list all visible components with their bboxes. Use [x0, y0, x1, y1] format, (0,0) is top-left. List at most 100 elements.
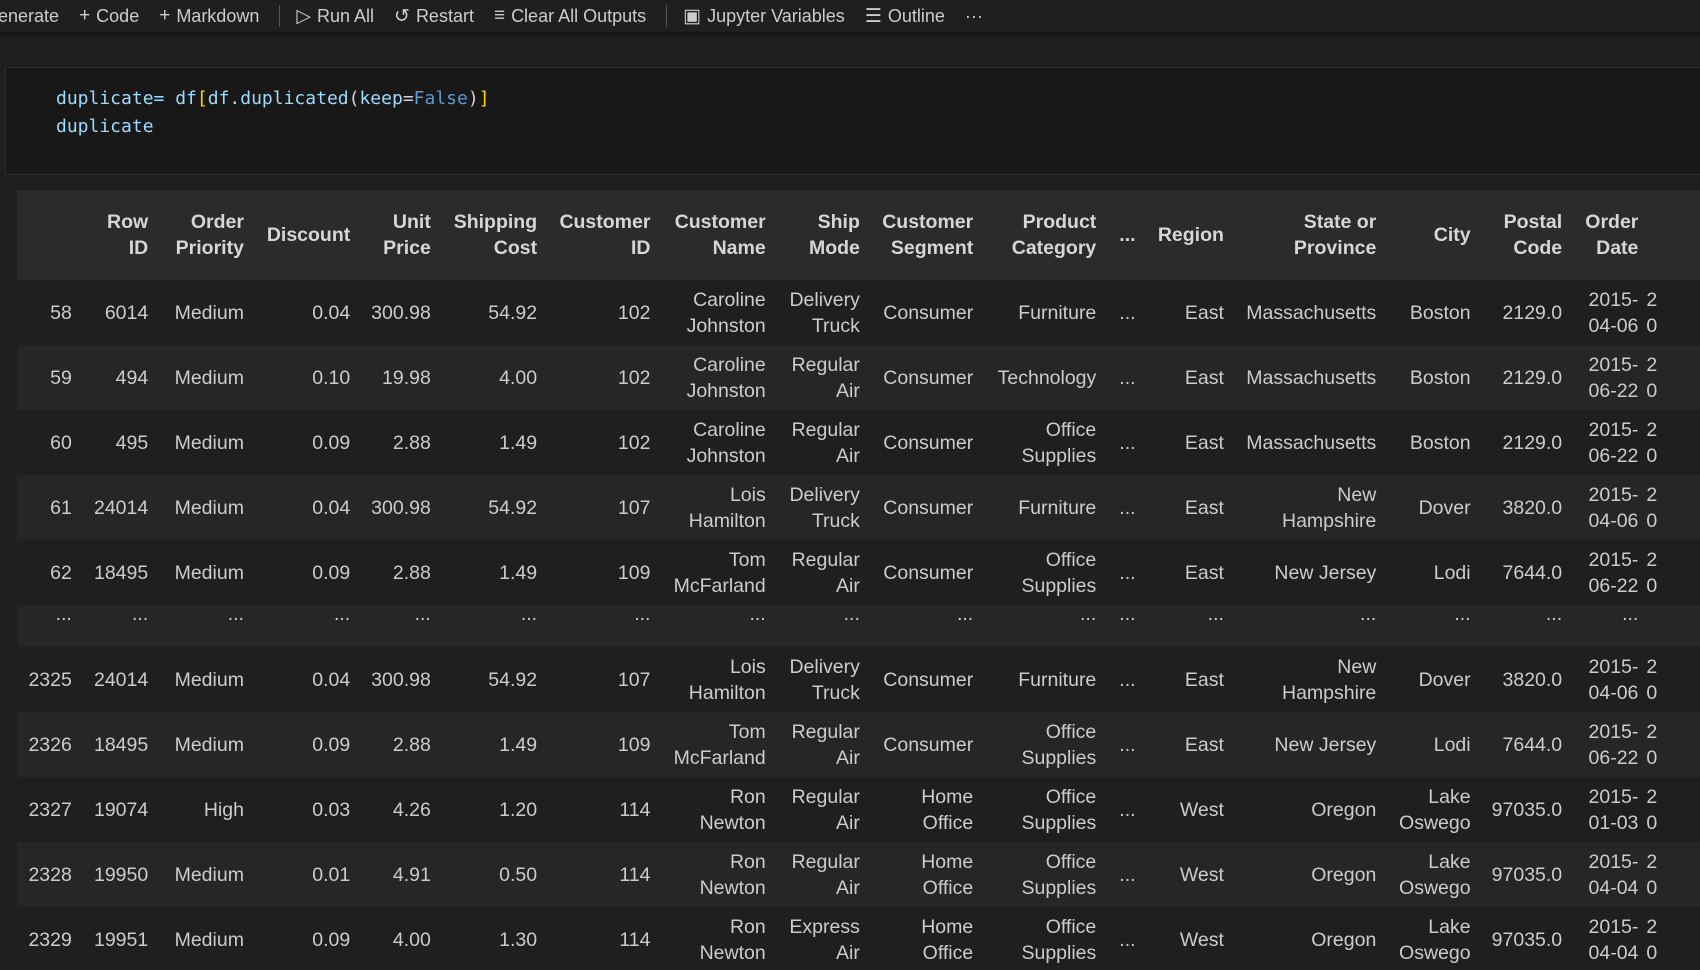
column-header: State or Province — [1231, 190, 1385, 280]
table-row: 2328 19950 Medium 0.01 4.91 0.50 114 Ron Newton… — [17, 842, 1700, 907]
table-row: 61 24014 Medium 0.04 300.98 54.92 107 Lois Hami… — [17, 475, 1700, 540]
table-cell: East — [1184, 561, 1224, 584]
table-cell: Consumer — [883, 733, 974, 756]
row-index: 62 — [50, 561, 72, 584]
add-markdown-button[interactable]: + Markdown — [159, 5, 259, 27]
restart-icon: ↺ — [394, 5, 410, 27]
table-row: 60 495 Medium 0.09 2.88 1.49 102 Caroline Johns… — [17, 410, 1700, 475]
column-header: Order Priority — [156, 190, 252, 280]
code-token: [ — [196, 88, 208, 109]
table-cell: ... — [1119, 928, 1136, 951]
code-token: ) — [467, 88, 479, 109]
table-cell: East — [1184, 668, 1224, 691]
add-code-button[interactable]: + Code — [79, 5, 139, 27]
table-cell: Regular Air — [791, 850, 860, 899]
table-cell: ... — [1119, 431, 1136, 454]
table-cell: 1.49 — [499, 561, 538, 584]
table-cell: Delivery Truck — [789, 483, 860, 532]
table-cell: 2015- 04-06 — [1588, 288, 1639, 337]
table-cell: 300.98 — [371, 496, 431, 519]
generate-button[interactable]: enerate — [0, 6, 59, 27]
table-cell: Office Supplies — [1021, 418, 1097, 467]
table-cell — [1646, 605, 1700, 647]
table-cell: 0.09 — [312, 733, 351, 756]
table-cell: 6014 — [104, 301, 149, 324]
table-cell: 2015- 04-04 — [1588, 915, 1639, 964]
column-header: Order Date — [1570, 190, 1647, 280]
table-cell: 7644.0 — [1502, 733, 1563, 756]
table-cell: 109 — [617, 561, 651, 584]
outline-button[interactable]: ☰ Outline — [865, 5, 945, 28]
code-cell-editor[interactable]: duplicate= df[df.duplicated(keep=False)]… — [5, 67, 1700, 175]
table-cell: 114 — [619, 863, 651, 886]
table-cell: 109 — [617, 733, 651, 756]
table-cell: 494 — [115, 366, 149, 389]
table-cell: 0.04 — [312, 496, 351, 519]
table-cell: Home Office — [921, 785, 974, 834]
table-cell: 2015- 06-22 — [1588, 418, 1639, 467]
table-cell: 0.01 — [312, 863, 351, 886]
clear-all-outputs-label: Clear All Outputs — [511, 5, 647, 26]
table-cell: 495 — [115, 431, 149, 454]
column-header: Unit Price — [358, 190, 439, 280]
table-cell: New Hampshire — [1282, 483, 1377, 532]
table-cell: Massachusetts — [1246, 301, 1377, 324]
row-index: 60 — [50, 431, 72, 454]
table-cell: 97035.0 — [1491, 928, 1563, 951]
more-actions-button[interactable]: ··· — [965, 6, 983, 27]
table-cell: West — [1179, 928, 1224, 951]
table-cell: Furniture — [1018, 301, 1097, 324]
table-cell: Furniture — [1018, 668, 1097, 691]
table-cell: ... — [1454, 605, 1471, 625]
table-cell: Ron Newton — [699, 850, 766, 899]
table-cell: Consumer — [883, 366, 974, 389]
table-cell: Lois Hamilton — [688, 655, 766, 704]
table-cell: 107 — [617, 496, 651, 519]
table-cell: Dover — [1418, 668, 1471, 691]
table-cell: Delivery Truck — [789, 288, 860, 337]
table-row: 62 18495 Medium 0.09 2.88 1.49 109 Tom McFarlan… — [17, 540, 1700, 605]
table-cell: 4.26 — [392, 798, 431, 821]
table-cell: ... — [1119, 366, 1136, 389]
column-header: Product Category — [981, 190, 1105, 280]
table-cell: 7644.0 — [1502, 561, 1563, 584]
clear-outputs-icon: ≡ — [493, 5, 506, 26]
column-header — [1646, 190, 1700, 280]
dataframe-table: Row ID Order Priority Discount Unit Price Sh… — [17, 190, 1700, 970]
table-cell: 2 0 — [1646, 720, 1658, 769]
restart-button[interactable]: ↺ Restart — [394, 5, 474, 28]
table-cell: 0.09 — [312, 431, 351, 454]
table-cell: 4.91 — [392, 863, 431, 886]
code-token: ] — [478, 88, 490, 109]
table-cell: Delivery Truck — [789, 655, 860, 704]
jupyter-variables-button[interactable]: ▣ Jupyter Variables — [683, 5, 845, 28]
table-cell: Lois Hamilton — [688, 483, 766, 532]
clear-all-outputs-button[interactable]: ≡ Clear All Outputs — [494, 5, 646, 27]
code-text[interactable]: duplicate= df[df.duplicated(keep=False)]… — [56, 85, 490, 141]
table-cell: ... — [1119, 863, 1136, 886]
table-cell: 2015- 06-22 — [1588, 720, 1639, 769]
table-cell: 1.49 — [499, 733, 538, 756]
table-cell: 300.98 — [371, 668, 431, 691]
table-cell: ... — [1119, 605, 1136, 625]
column-header: Customer Name — [658, 190, 774, 280]
table-cell: 1.20 — [499, 798, 538, 821]
column-header: ... — [1104, 190, 1144, 280]
table-cell: Medium — [174, 431, 244, 454]
run-all-button[interactable]: ▷ Run All — [296, 5, 374, 28]
table-cell: 0.09 — [312, 928, 351, 951]
table-cell: ... — [956, 605, 974, 625]
run-all-icon: ▷ — [296, 5, 311, 27]
table-cell: 2 0 — [1646, 850, 1658, 899]
table-cell: East — [1184, 733, 1224, 756]
table-cell: 114 — [619, 798, 651, 821]
table-cell: ... — [1622, 605, 1639, 625]
table-cell: Oregon — [1311, 928, 1377, 951]
table-cell: 107 — [617, 668, 651, 691]
table-cell: 1.30 — [499, 928, 538, 951]
table-cell: Consumer — [883, 431, 974, 454]
table-cell: Consumer — [883, 668, 974, 691]
table-cell: Home Office — [921, 915, 974, 964]
table-cell: ... — [1119, 733, 1136, 756]
table-cell: New Jersey — [1274, 561, 1377, 584]
